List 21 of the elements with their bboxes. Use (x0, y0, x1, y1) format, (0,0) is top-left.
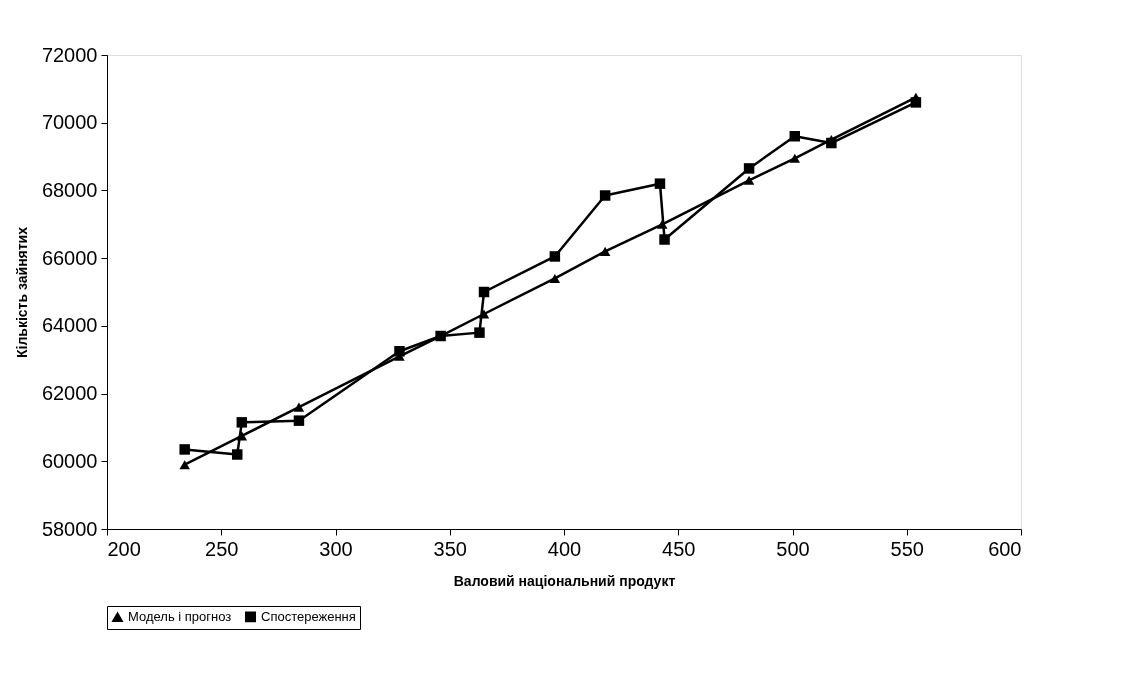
x-tick-label: 250 (205, 537, 239, 560)
x-tick-label: 450 (662, 537, 696, 560)
y-tick-label: 68000 (41, 178, 98, 201)
y-tick-label: 60000 (41, 449, 98, 472)
y-tick-label: 66000 (41, 246, 98, 269)
y-tick-label: 58000 (41, 517, 98, 540)
x-tick-label: 350 (433, 537, 467, 560)
x-tick-label: 600 (988, 537, 1022, 560)
x-tick-label: 500 (776, 537, 810, 560)
legend-label: Модель і прогноз (128, 609, 232, 625)
y-tick-label: 64000 (41, 314, 98, 337)
x-tick-label: 550 (890, 537, 924, 560)
legend-label: Спостереження (261, 608, 356, 624)
y-tick-label: 70000 (41, 111, 98, 134)
y-axis-title: Кількість зайнятих (13, 226, 30, 359)
x-tick-label: 200 (107, 537, 141, 560)
x-axis-title: Валовий національний продукт (453, 572, 676, 589)
x-tick-label: 400 (547, 537, 582, 560)
y-tick-label: 62000 (41, 382, 98, 405)
x-tick-label: 300 (319, 537, 353, 560)
y-tick-label: 72000 (41, 43, 98, 66)
